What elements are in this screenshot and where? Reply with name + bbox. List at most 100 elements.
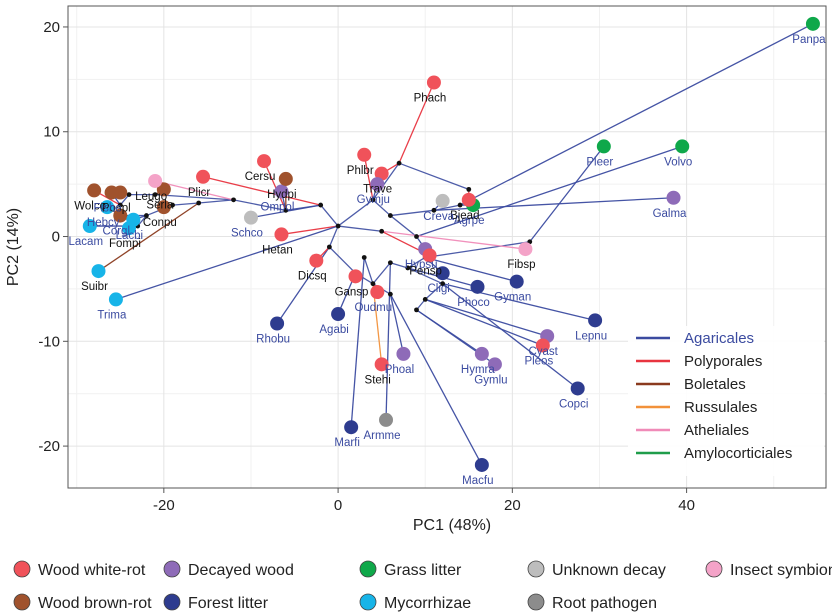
branch-line-internal [172,202,199,206]
order-legend-label: Boletales [684,376,746,393]
branch-line-internal [337,199,374,227]
order-legend-label: Atheliales [684,422,749,439]
branch-line [442,283,579,389]
data-point [379,412,394,427]
ancestral-node [457,202,463,208]
data-point [274,227,289,242]
ecology-legend-label: Forest litter [188,595,269,612]
ancestral-node [370,197,376,203]
branch-line [281,225,339,236]
point-label: Trave [363,184,392,196]
grid [68,6,826,488]
x-tick-label: 0 [334,497,342,514]
ecology-legend-swatch [163,560,181,578]
branch-line-internal [338,225,382,232]
data-point [100,200,115,215]
data-point [374,357,389,372]
point-label: Gansp [335,286,369,298]
branch-line-internal [198,199,234,204]
point-label: Agrpe [454,215,485,227]
data-point [82,219,97,234]
point-label: Gymlu [474,374,507,386]
data-point [270,316,285,331]
ancestral-node [414,307,419,313]
ancestral-node [318,202,324,208]
point-label: Stehi [365,374,391,386]
point-label: Hymra [461,364,495,376]
point-label: Phach [414,92,447,104]
point-label: Corgl [103,226,130,238]
ecology-legend-label: Root pathogen [552,595,657,612]
branch-line-internal [372,262,391,285]
ecology-legend-swatch [705,560,723,578]
branch-line [529,146,605,243]
data-point [509,274,524,289]
ancestral-node [126,192,132,198]
point-label: Gymju [357,194,390,206]
branch-line-internal [407,267,443,285]
data-point [666,190,681,205]
order-legend-box [628,326,824,476]
ecology-legend-swatch [359,593,377,611]
data-point [588,313,603,328]
point-label: Pleer [586,156,613,168]
branch-line [398,82,435,164]
data-point [474,457,489,472]
data-point [309,253,324,268]
data-point [113,208,128,223]
branch-line-internal [372,162,400,201]
data-point [104,185,119,200]
x-tick-label: 20 [504,497,521,514]
branch-line-internal [363,257,374,284]
point-label: Gyman [494,292,531,304]
point-label: Phlbr [347,165,374,177]
data-point [435,193,450,208]
point-label: Dicsq [298,271,327,283]
branch-line [424,298,544,347]
point-label: Lacam [69,236,104,248]
data-point [570,381,585,396]
ecology-legend-swatch [359,560,377,578]
ancestral-nodes [117,160,533,313]
branch-line [416,145,683,238]
ancestral-node [440,281,446,287]
point-label: Bjead [450,210,479,222]
branch-line [202,176,321,206]
point-label: Conpu [143,217,177,229]
y-tick-label: 20 [43,19,60,36]
data-point [535,338,550,353]
data-point [470,279,485,294]
branch-line-internal [155,193,234,201]
data-point [108,292,123,307]
point-label: Copci [559,398,588,410]
data-point [121,221,136,236]
branch-line [363,154,374,200]
ancestral-node [466,186,472,192]
branch-line [115,225,339,301]
branch-line [459,23,814,206]
point-label: Galma [653,208,687,220]
data-point [278,171,293,186]
ancestral-node [231,197,236,203]
branch-line-internal [320,204,339,227]
y-tick-label: -10 [38,333,60,350]
point-label: Ompol [261,201,295,213]
ecology-legend-label: Wood white-rot [38,562,146,579]
ecology-legend-label: Decayed wood [188,562,294,579]
ecology-legend-label: Grass litter [384,562,462,579]
branch-line [350,257,365,428]
ecology-legend-swatch [527,560,545,578]
point-label: Serla [146,199,173,211]
data-point [487,357,502,372]
y-axis-title: PC2 (14%) [5,208,22,286]
ancestral-node [422,296,428,302]
ecology-legend-swatch [163,593,181,611]
branch-line-internal [398,162,470,190]
branch-line-internal [425,241,530,259]
order-legend: Agaricales Polyporales Boletales Russulales… [628,326,824,476]
point-label: Rhobu [256,333,290,345]
x-axis-ticks: -20 0 20 40 [153,488,695,514]
ecology-legend-label: Wood brown-rot [38,595,152,612]
branch-line-internal [328,246,356,274]
point-label: Plicr [188,187,211,199]
